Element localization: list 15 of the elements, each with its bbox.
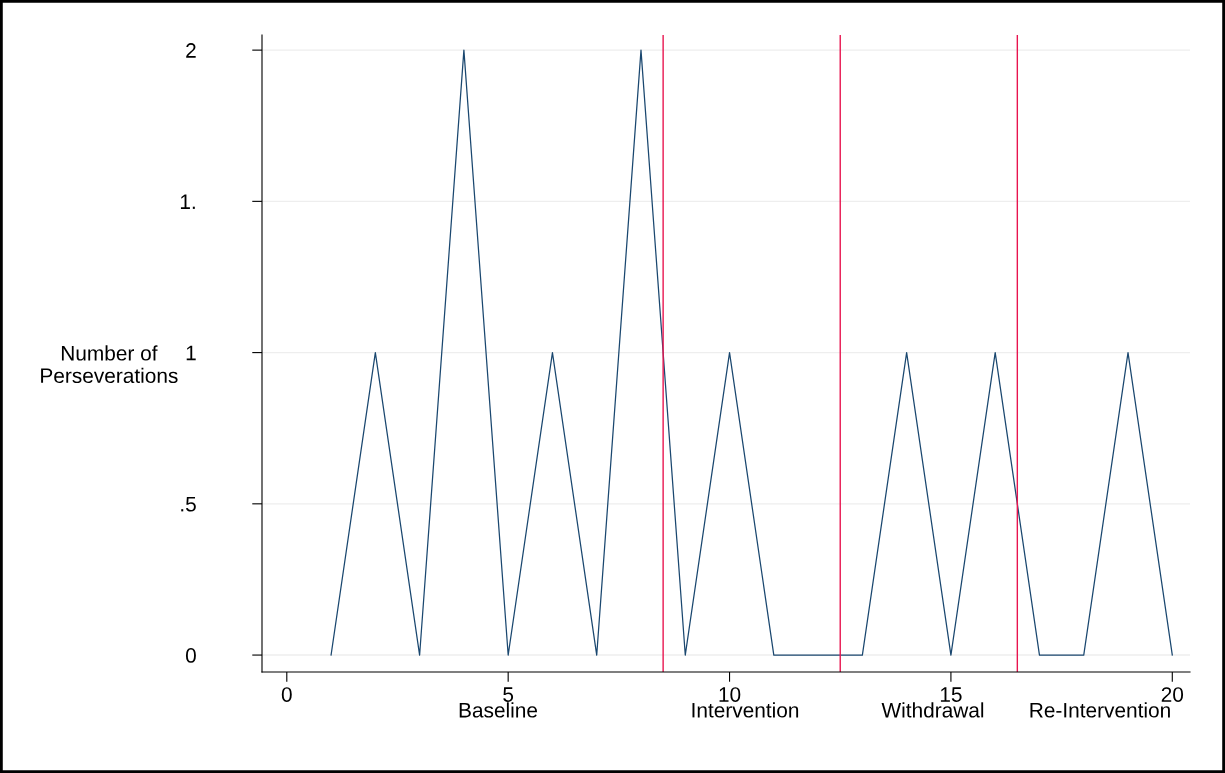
x-tick-label: 5 [503, 687, 514, 702]
y-tick-label: .5 [181, 497, 196, 512]
x-tick-label: 20 [1161, 687, 1184, 702]
text: Baseline [459, 702, 538, 718]
x-tick-label: 10 [719, 687, 741, 702]
text: Intervention [692, 702, 799, 718]
y-tick-label: 0 [185, 648, 196, 663]
text: Withdrawal [881, 702, 984, 718]
y-tick-label: 2 [186, 43, 196, 58]
y-tick-label: 1. [180, 194, 195, 209]
y-axis-title: Number of Perseverations [41, 345, 178, 384]
x-tick-label: 0 [281, 687, 292, 702]
x-tick-label: 15 [940, 687, 962, 702]
text: Re-Intervention [1030, 702, 1170, 718]
y-tick-label: 1 [186, 345, 196, 361]
